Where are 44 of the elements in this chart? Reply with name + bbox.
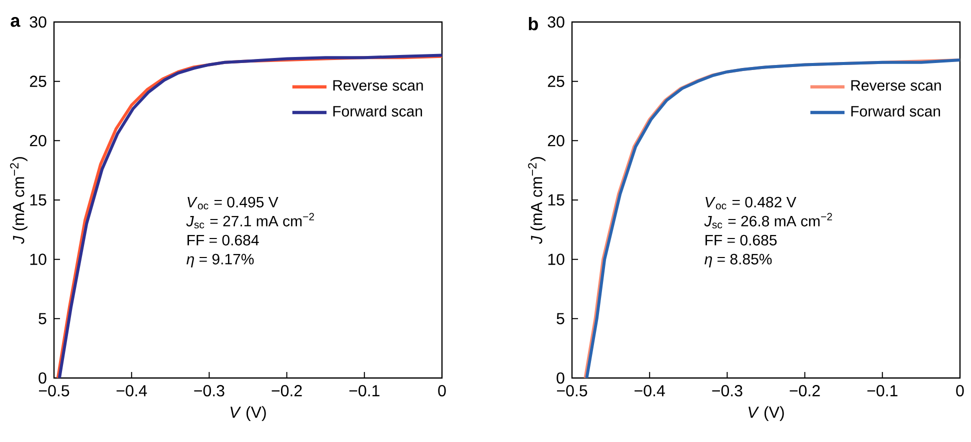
- x-tick-label: −0.2: [272, 385, 302, 396]
- annotation: V$_{oc}$ = 0.495 V: [188, 196, 278, 210]
- y-tick-label: 15: [548, 194, 564, 206]
- y-tick-label: 15: [30, 194, 46, 206]
- x-tick-label: −0.4: [116, 385, 147, 396]
- x-tick-label: −0.2: [790, 385, 820, 396]
- x-axis-title: V (V): [748, 406, 784, 422]
- annotation: J$_{sc}$ = 26.8 mA cm$^{−2}$: [704, 212, 832, 228]
- y-tick-label: 0: [556, 372, 564, 384]
- y-tick-label: 10: [548, 254, 564, 265]
- x-tick-label: −0.5: [556, 385, 588, 396]
- annotation: FF = 0.684: [188, 234, 259, 246]
- y-axis-title: J (mA cm$^{−2}$): [528, 157, 546, 244]
- x-tick-label: −0.1: [349, 385, 380, 396]
- x-tick-label: 0: [438, 385, 446, 396]
- annotation: J$_{sc}$ = 27.1 mA cm$^{−2}$: [186, 212, 314, 228]
- y-tick-label: 10: [30, 254, 46, 265]
- y-tick-label: 25: [548, 76, 564, 87]
- x-tick-label: −0.3: [194, 385, 224, 396]
- y-tick-label: 5: [556, 313, 564, 324]
- y-tick-label: 5: [38, 313, 46, 324]
- legend-label: Reverse scan: [333, 80, 423, 91]
- y-tick-label: 25: [30, 76, 46, 87]
- annotation: η = 8.85%: [704, 254, 772, 268]
- y-tick-label: 30: [548, 16, 564, 28]
- legend-label: Forward scan: [851, 106, 940, 117]
- x-tick-label: −0.3: [712, 385, 742, 396]
- y-tick-label: 30: [30, 16, 46, 28]
- x-tick-label: −0.4: [634, 385, 665, 396]
- y-tick-label: 20: [548, 135, 564, 146]
- annotation: V$_{oc}$ = 0.482 V: [706, 196, 796, 210]
- y-tick-label: 0: [38, 372, 46, 384]
- x-axis-title: V (V): [230, 406, 266, 422]
- annotation: FF = 0.685: [706, 234, 777, 246]
- x-tick-label: −0.5: [38, 385, 70, 396]
- legend-label: Reverse scan: [851, 80, 941, 91]
- chart-title: a: [10, 17, 20, 27]
- annotation: η = 9.17%: [186, 254, 254, 268]
- y-tick-label: 20: [30, 135, 46, 146]
- chart-title: b: [528, 17, 538, 30]
- x-tick-label: 0: [956, 385, 964, 396]
- y-axis-title: J (mA cm$^{−2}$): [10, 157, 28, 244]
- legend-label: Forward scan: [333, 106, 422, 117]
- x-tick-label: −0.1: [867, 385, 898, 396]
